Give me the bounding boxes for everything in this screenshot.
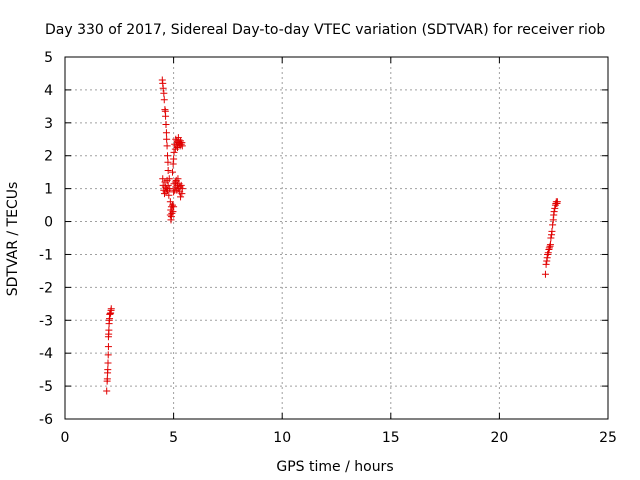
data-point — [164, 181, 172, 189]
data-point — [550, 208, 558, 216]
data-point — [160, 190, 168, 198]
x-tick-label: 0 — [61, 430, 70, 446]
data-point — [159, 84, 167, 92]
x-tick-label: 25 — [599, 430, 617, 446]
data-point — [162, 112, 170, 120]
x-tick-label: 15 — [382, 430, 400, 446]
data-point — [104, 351, 112, 359]
data-point — [541, 270, 549, 278]
data-point — [160, 96, 168, 104]
data-point — [103, 387, 111, 395]
grid-lines — [65, 57, 608, 419]
data-point — [166, 185, 174, 193]
data-point — [546, 241, 554, 249]
data-point — [160, 89, 168, 97]
data-point — [165, 175, 173, 183]
data-point — [170, 203, 178, 211]
y-tick-label: -2 — [39, 280, 53, 296]
data-point — [170, 155, 178, 163]
data-point — [107, 305, 115, 313]
data-point — [177, 193, 185, 201]
data-point — [547, 234, 555, 242]
y-tick-label: 2 — [44, 149, 53, 165]
y-tick-label: 1 — [44, 182, 53, 198]
x-tick-label: 10 — [273, 430, 291, 446]
y-tick-label: 5 — [44, 50, 53, 66]
x-tick-label: 5 — [169, 430, 178, 446]
data-point — [105, 326, 113, 334]
axis-ticks — [64, 56, 609, 420]
data-point — [170, 188, 178, 196]
data-point — [169, 208, 177, 216]
data-point — [177, 181, 185, 189]
tick-labels: 0 5 10 15 20 25 -6 -5 -4 -3 -2 -1 0 1 2 3 4 5 — [39, 50, 617, 446]
y-tick-label: -3 — [39, 313, 53, 329]
data-point — [178, 142, 186, 150]
data-point — [548, 227, 556, 235]
data-points — [103, 76, 561, 395]
data-point — [551, 204, 559, 212]
data-point — [169, 168, 177, 176]
y-tick-label: -4 — [39, 346, 53, 362]
data-point — [177, 137, 185, 145]
data-point — [174, 175, 182, 183]
data-point — [104, 366, 112, 374]
data-point — [104, 359, 112, 367]
data-point — [178, 185, 186, 193]
y-tick-label: 4 — [44, 83, 53, 99]
data-point — [164, 167, 172, 175]
y-tick-label: -1 — [39, 247, 53, 263]
data-point — [164, 158, 172, 166]
data-point — [162, 129, 170, 137]
data-point — [169, 201, 177, 209]
x-axis-label: GPS time / hours — [276, 459, 393, 475]
data-point — [544, 250, 552, 258]
data-point — [163, 142, 171, 150]
data-point — [165, 191, 173, 199]
data-point — [545, 244, 553, 252]
chart-title: Day 330 of 2017, Sidereal Day-to-day VTE… — [45, 22, 605, 38]
data-point — [549, 221, 557, 229]
y-tick-label: -5 — [39, 379, 53, 395]
x-tick-label: 20 — [490, 430, 508, 446]
data-point — [103, 375, 111, 383]
y-tick-label: 0 — [44, 215, 53, 231]
y-tick-label: -6 — [39, 412, 53, 428]
data-point — [553, 198, 561, 206]
data-point — [163, 135, 171, 143]
data-point — [162, 120, 170, 128]
data-point — [164, 152, 172, 160]
y-axis-label: SDTVAR / TECUs — [5, 182, 21, 297]
plot-area-border — [64, 56, 609, 420]
data-point — [177, 140, 185, 148]
data-point — [544, 249, 552, 257]
y-tick-label: 3 — [44, 116, 53, 132]
data-point — [168, 209, 176, 217]
data-point — [170, 148, 178, 156]
data-point — [104, 343, 112, 351]
data-point — [542, 260, 550, 268]
